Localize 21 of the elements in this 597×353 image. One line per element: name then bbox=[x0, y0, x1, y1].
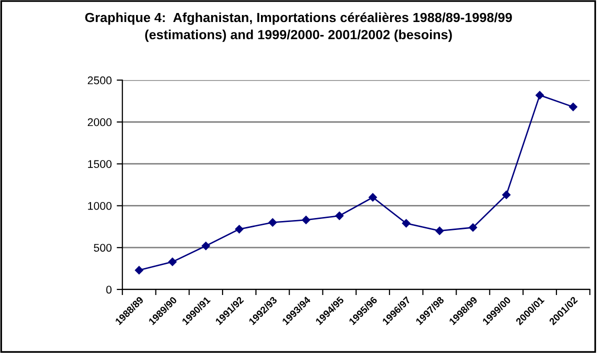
y-tick-label: 2500 bbox=[88, 76, 112, 84]
point bbox=[435, 226, 444, 235]
y-tick-label: 2000 bbox=[88, 118, 112, 126]
point bbox=[468, 223, 478, 232]
point bbox=[134, 266, 144, 274]
y-tick-label: 1500 bbox=[88, 160, 112, 168]
point bbox=[536, 91, 544, 100]
point bbox=[235, 225, 244, 234]
point bbox=[569, 102, 578, 112]
point bbox=[402, 219, 410, 228]
point bbox=[302, 216, 310, 224]
y-tick-label: 1000 bbox=[88, 202, 112, 210]
point bbox=[168, 258, 177, 266]
chart-title: Graphique 4: Afghanistan, Importations céréalières 1988/89-1998/99 (estimations) and 1999/2000- 2001/2002 (besoins) bbox=[85, 12, 512, 42]
y-tick-label: 0 bbox=[106, 286, 112, 294]
point bbox=[202, 242, 210, 250]
point bbox=[268, 218, 277, 227]
point bbox=[368, 193, 377, 202]
y-tick-label: 500 bbox=[94, 244, 112, 252]
point bbox=[335, 212, 344, 220]
point bbox=[502, 190, 510, 199]
